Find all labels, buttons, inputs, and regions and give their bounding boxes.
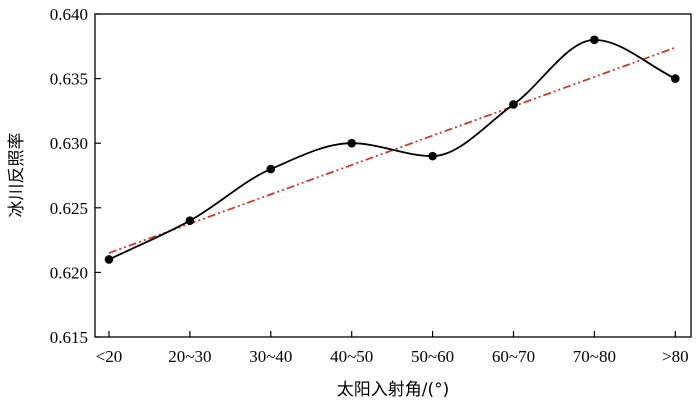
y-tick-label: 0.625 bbox=[50, 199, 88, 218]
albedo-data-point bbox=[347, 138, 357, 148]
x-tick-label: 70~80 bbox=[573, 347, 616, 366]
albedo-data-point bbox=[104, 255, 114, 264]
x-tick-label: >80 bbox=[662, 347, 689, 366]
series-layer bbox=[104, 35, 680, 264]
x-tick-label: 30~40 bbox=[249, 347, 292, 366]
x-tick-label: 40~50 bbox=[330, 347, 373, 366]
x-tick-label: 50~60 bbox=[411, 347, 454, 366]
y-axis: 0.615 0.620 0.625 0.630 0.635 0.640 bbox=[50, 5, 101, 347]
x-tick-label: 60~70 bbox=[492, 347, 535, 366]
albedo-data-point bbox=[266, 164, 276, 174]
y-tick-label: 0.620 bbox=[50, 263, 88, 282]
y-tick-label: 0.630 bbox=[50, 134, 88, 153]
x-tick-label: 20~30 bbox=[168, 347, 211, 366]
y-tick-label: 0.635 bbox=[50, 70, 88, 89]
albedo-data-point bbox=[509, 100, 518, 109]
albedo-data-point bbox=[671, 74, 680, 83]
y-axis-title: 冰川反照率 bbox=[7, 133, 27, 218]
albedo-data-point bbox=[185, 216, 195, 226]
x-axis-title: 太阳入射角/(°) bbox=[337, 380, 450, 400]
y-tick-label: 0.640 bbox=[50, 5, 88, 24]
y-tick-label: 0.615 bbox=[50, 328, 88, 347]
albedo-data-point bbox=[590, 35, 599, 45]
plot-frame bbox=[94, 13, 692, 338]
x-tick-label: <20 bbox=[96, 347, 123, 366]
albedo-series-line bbox=[108, 38, 676, 261]
albedo-data-point bbox=[428, 151, 437, 161]
x-axis: <20 20~30 30~40 40~50 50~60 60~70 70~80 >80 bbox=[96, 331, 689, 366]
